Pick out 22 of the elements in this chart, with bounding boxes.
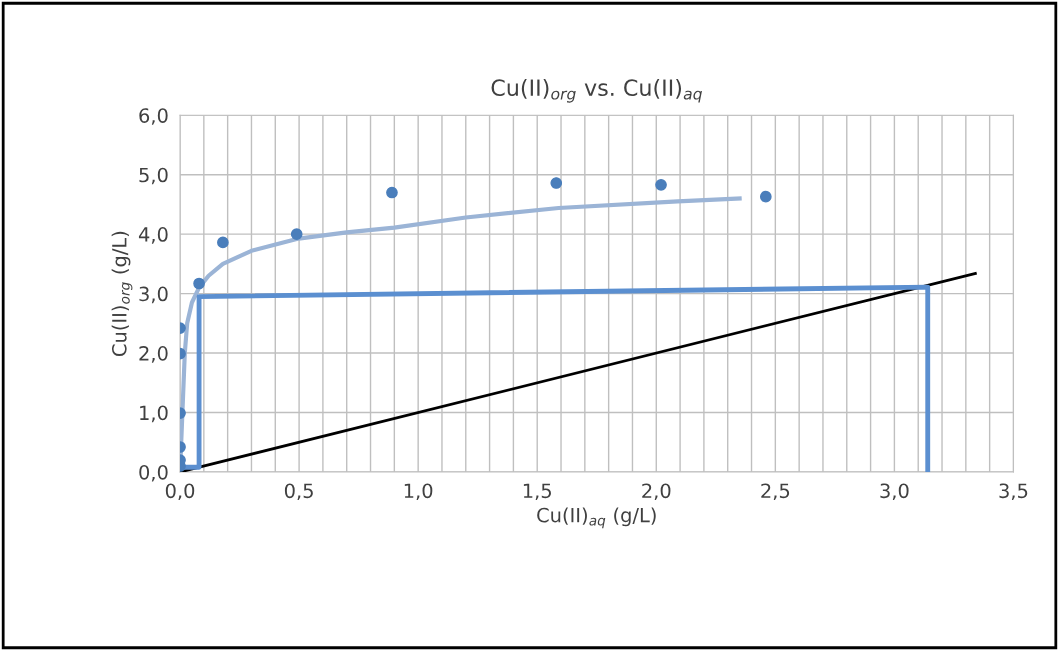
point <box>386 186 398 199</box>
point <box>550 177 563 189</box>
x-tick-label: 2,5 <box>761 483 790 501</box>
y-tick-label: 6,0 <box>139 108 168 125</box>
x-axis-title: Cu(II)$_{aq}$ (g/L) <box>537 507 656 529</box>
y-tick-label: 5,0 <box>139 167 168 185</box>
y-tick-label: 0,0 <box>139 464 168 482</box>
x-tick-label: 1,0 <box>404 483 433 501</box>
x-tick-label: 3,5 <box>999 483 1028 501</box>
x-tick-label: 0,5 <box>284 483 313 501</box>
point <box>655 178 667 191</box>
x-tick-label: 0,0 <box>165 483 195 501</box>
y-tick-label: 4,0 <box>138 227 168 244</box>
y-axis-title: Cu(II)$_{org}$ (g/L) <box>111 231 133 356</box>
point <box>759 190 772 203</box>
x-tick-label: 3,0 <box>880 483 909 501</box>
chart-title: Cu(II)$_{org}$ vs. Cu(II)$_{aq}$ <box>491 78 702 103</box>
x-tick-label: 2,0 <box>642 483 671 501</box>
y-tick-label: 2,0 <box>139 346 168 363</box>
y-tick-label: 1,0 <box>140 405 168 423</box>
x-tick-label: 1,5 <box>523 483 551 501</box>
y-tick-label: 3,0 <box>139 286 168 304</box>
